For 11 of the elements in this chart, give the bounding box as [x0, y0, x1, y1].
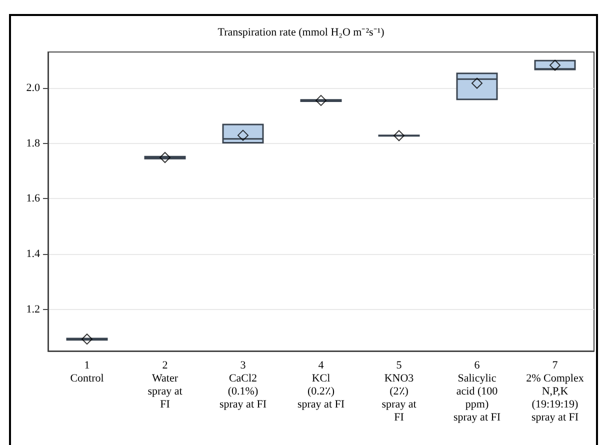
x-tick-label: 6 Salicylic acid (100 ppm) spray at FI: [453, 360, 501, 424]
x-tick-label: 7 2% Complex N,P,K (19:19:19) spray at FI: [526, 360, 584, 424]
y-tick-label: 2.0: [26, 82, 40, 94]
x-tick-label: 3 CaCl2 (0.1%) spray at FI: [219, 360, 267, 410]
x-tick-label: 1 Control: [70, 360, 104, 384]
y-tick-label: 1.8: [26, 137, 40, 150]
y-tick-label: 1.6: [26, 192, 40, 205]
chart-title: Transpiration rate (mmol H₂O m⁻²s⁻¹): [218, 26, 385, 38]
y-tick-label: 1.4: [26, 248, 40, 260]
x-tick-label: 2 Water spray at FI: [148, 360, 182, 410]
y-tick-label: 1.2: [26, 303, 40, 316]
